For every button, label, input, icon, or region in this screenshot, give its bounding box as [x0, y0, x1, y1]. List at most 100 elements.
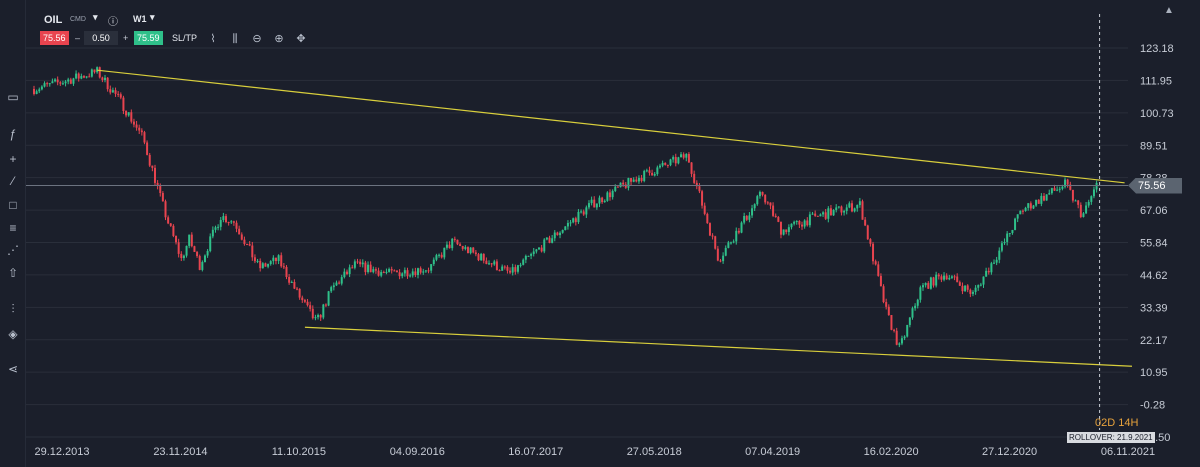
candle-body — [480, 253, 483, 261]
buy-price-button[interactable]: 75.59 — [134, 31, 163, 45]
interval-dropdown-icon[interactable]: ▾ — [150, 12, 155, 22]
candle-body — [51, 81, 54, 84]
symbol-dropdown-icon[interactable]: ▾ — [93, 12, 98, 22]
candle-body — [1032, 205, 1035, 209]
candle-body — [130, 112, 133, 122]
candle-body — [464, 247, 467, 249]
y-tick-label: 123.18 — [1140, 43, 1174, 55]
layers-icon[interactable]: ◈ — [8, 327, 18, 341]
plus-button[interactable]: + — [123, 33, 129, 43]
x-axis: 29.12.2013 23.11.2014 11.10.2015 04.09.2016… — [34, 446, 1155, 458]
candle-body — [361, 262, 364, 265]
candle-body — [711, 235, 714, 237]
candle-body — [1085, 205, 1088, 214]
candle-body — [548, 237, 551, 243]
candle-body — [132, 121, 135, 125]
candle-body — [82, 76, 85, 78]
sltp-button[interactable]: SL/TP — [172, 33, 198, 43]
candle-body — [1040, 195, 1043, 204]
spread-value: 0.50 — [84, 31, 118, 45]
x-tick-label: 11.10.2015 — [272, 446, 326, 458]
x-tick-label: 16.02.2020 — [864, 446, 919, 458]
interval-selector[interactable]: W1 — [133, 14, 147, 24]
symbol-name[interactable]: OIL — [44, 14, 63, 26]
candle-body — [908, 317, 911, 325]
candle-body — [990, 263, 993, 273]
candle-body — [877, 264, 880, 276]
zoom-in-icon[interactable]: ⊕ — [274, 33, 284, 45]
candle-body — [246, 244, 249, 246]
candle-body — [290, 281, 293, 283]
candle-body — [943, 275, 946, 280]
candle-body — [703, 205, 706, 214]
candle-body — [643, 170, 646, 181]
y-tick-label: 89.51 — [1140, 140, 1168, 152]
candle-body — [708, 223, 711, 236]
candle-body — [587, 203, 590, 208]
candle-body — [185, 245, 188, 256]
function-icon[interactable]: ƒ — [9, 127, 17, 141]
candle-body — [819, 214, 822, 217]
candle-body — [1021, 210, 1024, 212]
candle-body — [974, 287, 977, 292]
candle-body — [1045, 194, 1048, 201]
x-tick-label: 16.07.2017 — [508, 446, 563, 458]
candle-body — [527, 255, 530, 257]
arrow-icon[interactable]: ⇧ — [7, 266, 19, 280]
rectangle-icon[interactable]: □ — [9, 198, 17, 212]
candle-body — [580, 211, 583, 213]
info-icon[interactable]: ⓘ — [108, 17, 118, 28]
share-icon[interactable]: ⋖ — [7, 362, 19, 376]
collapse-icon[interactable]: ▲ — [1164, 5, 1174, 16]
candle-body — [169, 223, 172, 226]
candle-body — [409, 275, 412, 277]
candle-body — [424, 270, 427, 272]
candle-body — [1037, 199, 1040, 204]
candle-body — [1048, 193, 1051, 195]
candle-body — [1056, 189, 1059, 191]
candle-body — [532, 251, 535, 254]
candle-body — [466, 247, 469, 254]
candle-body — [651, 172, 654, 176]
candle-type-icon[interactable]: ⫼ — [232, 33, 238, 45]
fibonacci-icon[interactable]: ≡ — [9, 221, 17, 235]
candle-body — [390, 269, 393, 271]
candle-body — [540, 247, 543, 252]
minus-button[interactable]: – — [75, 33, 81, 43]
line-chart-icon[interactable]: ⌇ — [210, 33, 216, 45]
candle-body — [356, 261, 359, 263]
candle-body — [779, 221, 782, 235]
candle-body — [1000, 243, 1003, 251]
candle-body — [259, 260, 262, 269]
candle-body — [438, 254, 441, 256]
sell-price-button[interactable]: 75.56 — [40, 31, 69, 45]
y-tick-label: 67.06 — [1140, 205, 1168, 217]
candle-body — [1006, 233, 1009, 242]
move-icon[interactable]: ✥ — [296, 33, 306, 45]
monitor-icon[interactable]: ▭ — [7, 90, 19, 104]
candle-body — [477, 254, 480, 261]
indicator-icon[interactable]: ⫶ — [11, 302, 15, 316]
candle-body — [682, 154, 685, 158]
pencil-icon[interactable]: ⁄ — [11, 174, 14, 188]
candle-body — [906, 324, 909, 337]
candle-body — [461, 245, 464, 249]
candle-body — [609, 192, 612, 198]
candle-body — [664, 162, 667, 165]
candle-body — [106, 77, 109, 90]
candle-body — [319, 315, 322, 318]
candle-body — [1053, 188, 1056, 191]
zoom-out-icon[interactable]: ⊖ — [252, 33, 262, 45]
candle-body — [148, 154, 151, 166]
crosshair-icon[interactable]: + — [9, 152, 17, 166]
candle-body — [298, 288, 301, 298]
candle-body — [172, 225, 175, 236]
candle-body — [1090, 196, 1093, 202]
candle-body — [1095, 182, 1098, 190]
candle-body — [332, 285, 335, 288]
pattern-icon[interactable]: ⋰ — [7, 243, 19, 257]
candle-body — [256, 260, 259, 262]
candle-body — [196, 251, 199, 257]
candle-body — [753, 204, 756, 209]
